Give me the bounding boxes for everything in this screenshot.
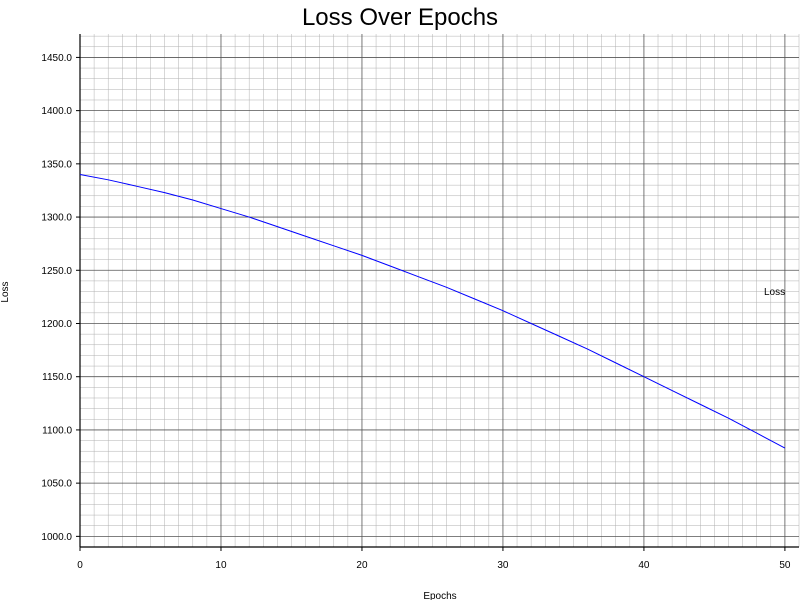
- x-tick-label: 0: [77, 560, 83, 571]
- y-tick-label: 1300.0: [41, 213, 72, 224]
- chart-tick-labels: 0 10 20 30 40 50 1000.0 1050.0 1100.0 1150.0 1200.…: [41, 53, 790, 571]
- x-tick-label: 40: [638, 560, 650, 571]
- y-tick-label: 1450.0: [41, 53, 72, 64]
- y-tick-label: 1200.0: [41, 319, 72, 330]
- y-tick-label: 1100.0: [42, 425, 72, 436]
- y-tick-label: 1400.0: [41, 106, 72, 117]
- chart-title: Loss Over Epochs: [302, 4, 498, 31]
- legend-entry-loss: Loss: [764, 287, 785, 298]
- y-tick-label: 1250.0: [41, 266, 72, 277]
- chart-axes: [76, 34, 799, 551]
- y-tick-label: 1350.0: [41, 159, 72, 170]
- series-line-loss: [79, 173, 786, 449]
- x-tick-label: 20: [356, 560, 368, 571]
- y-axis-label: Loss: [0, 281, 11, 302]
- chart-grid: [79, 34, 800, 548]
- x-axis-label: Epochs: [423, 591, 456, 600]
- x-tick-label: 50: [779, 560, 791, 571]
- y-tick-label: 1150.0: [42, 372, 72, 383]
- y-tick-label: 1000.0: [41, 532, 72, 543]
- chart-series: [79, 173, 786, 449]
- x-tick-label: 10: [215, 560, 227, 571]
- x-tick-label: 30: [497, 560, 509, 571]
- y-tick-label: 1050.0: [41, 479, 72, 490]
